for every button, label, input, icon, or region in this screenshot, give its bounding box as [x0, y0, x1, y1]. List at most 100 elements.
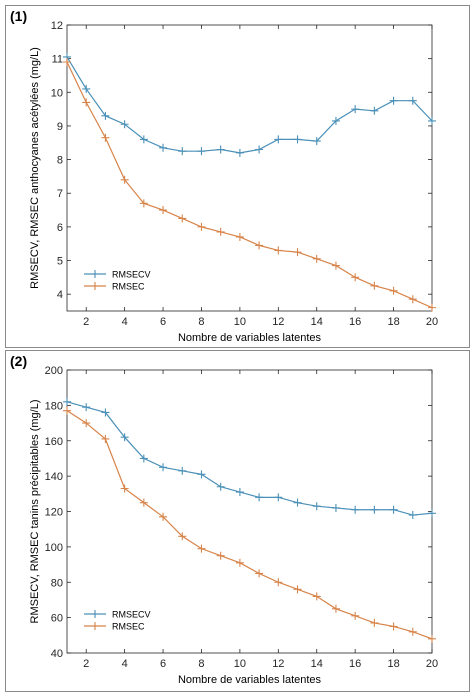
chart-1-x-tick-label: 4 [122, 316, 128, 328]
chart-2-x-tick-label: 16 [349, 658, 361, 670]
chart-1-y-tick-label: 9 [57, 121, 63, 133]
chart-1-rmsecv-marker [274, 135, 283, 144]
chart-1-x-tick-label: 12 [272, 316, 284, 328]
chart-1-rmsecv-marker [331, 116, 340, 125]
chart-1-rmsecv-marker [389, 96, 398, 105]
chart-2-y-tick-label: 40 [51, 648, 63, 660]
chart-1-rmsec-marker [216, 227, 225, 236]
chart-1-rmsecv-marker [408, 96, 417, 105]
chart-1-rmsec-marker [235, 232, 244, 241]
chart-1-rmsec-marker [331, 261, 340, 270]
chart-2-rmsec-marker [351, 611, 360, 620]
chart-2-y-tick-label: 140 [45, 471, 63, 483]
chart-1: 2 4 6 8 10 12 14 16 18 20 4 5 6 7 8 9 10 11 12 Nombre de va… [29, 20, 438, 344]
chart-1-y-tick-label: 11 [52, 54, 63, 66]
chart-1-rmsecv-marker [101, 111, 110, 120]
chart-2-rmsecv-marker [178, 466, 187, 475]
panel-label-2: (2) [10, 353, 28, 369]
chart-2-rmsec-marker [389, 622, 398, 631]
chart-1-rmsec-marker [82, 98, 91, 107]
chart-2-rmsecv-marker [159, 463, 168, 472]
chart-2-x-tick-label: 20 [426, 658, 438, 670]
chart-1-rmsec-marker [274, 246, 283, 255]
chart-1-legend-rmsec-marker [91, 282, 99, 290]
chart-1-rmsec-marker [101, 133, 110, 142]
chart-2-rmsecv-marker [255, 493, 264, 502]
chart-1-x-tick-label: 6 [160, 316, 166, 328]
chart-2-legend-rmsec-marker [91, 622, 99, 630]
chart-1-y-tick-label: 6 [57, 222, 63, 234]
chart-2-rmsecv-marker [370, 505, 379, 514]
chart-1-rmsec-marker [63, 58, 71, 67]
chart-1-x-tick-label: 18 [387, 316, 399, 328]
chart-1-plot-area [66, 24, 433, 312]
chart-2-rmsecv-marker [101, 408, 110, 417]
chart-2-rmsecv-marker [139, 454, 148, 463]
chart-1-rmsecv-marker [178, 147, 187, 156]
chart-1-rmsecv-marker [159, 143, 168, 152]
chart-2-x-tick-label: 10 [234, 658, 246, 670]
chart-2-rmsecv-marker [293, 498, 302, 507]
chart-2-rmsecv-marker [274, 493, 283, 502]
chart-2-rmsecv-marker [197, 470, 206, 479]
chart-2-y-tick-label: 200 [45, 365, 63, 377]
chart-2-x-axis-title: Nombre de variables latentes [178, 674, 322, 686]
chart-2-x-tick-label: 6 [160, 658, 166, 670]
chart-2-rmsecv-marker [63, 397, 71, 406]
chart-2-rmsec-marker [331, 604, 340, 613]
chart-2-legend-rmsec-label: RMSEC [112, 622, 145, 632]
chart-1-y-tick-label: 12 [51, 20, 63, 32]
chart-2-rmsecv-line [66, 401, 433, 516]
chart-1-rmsec-marker [312, 254, 321, 263]
chart-2-rmsec-marker [293, 585, 302, 594]
chart-1-rmsec-marker [351, 273, 360, 282]
chart-1-rmsec-marker [120, 175, 129, 184]
chart-2-rmsec-marker [274, 578, 283, 587]
chart-2-y-tick-label: 120 [45, 507, 63, 519]
chart-2-rmsecv-marker [216, 482, 225, 491]
chart-1-rmsecv-marker [312, 137, 321, 146]
panel-label-1: (1) [10, 8, 28, 24]
chart-2-y-tick-label: 60 [51, 613, 63, 625]
chart-1-frame [5, 5, 470, 348]
chart-2-rmsec-marker [82, 419, 91, 428]
chart-1-rmsec-marker [139, 199, 148, 208]
chart-1-rmsecv-marker [139, 135, 148, 144]
chart-1-x-tick-label: 2 [83, 316, 89, 328]
chart-2-rmsec-marker [235, 558, 244, 567]
chart-1-rmsec-line [66, 61, 433, 309]
chart-1-y-tick-label: 8 [57, 155, 63, 167]
chart-2-rmsecv-marker [408, 511, 417, 520]
chart-2-x-tick-label: 8 [198, 658, 204, 670]
chart-2-x-tick-label: 2 [83, 658, 89, 670]
chart-2-x-tick-label: 4 [122, 658, 128, 670]
chart-1-rmsec-marker [293, 248, 302, 257]
chart-2-rmsec-marker [428, 634, 436, 643]
chart-1-rmsecv-marker [428, 116, 436, 125]
chart-2-y-tick-label: 160 [45, 436, 63, 448]
chart-2: 2 4 6 8 10 12 14 16 18 20 40 60 80 100 120 140 160 180 200… [29, 365, 438, 686]
chart-2-y-tick-label: 100 [45, 542, 63, 554]
chart-1-rmsec-marker [389, 286, 398, 295]
chart-1-x-tick-label: 20 [426, 316, 438, 328]
chart-1-legend-rmsecv-marker [91, 270, 99, 278]
chart-1-x-axis-title: Nombre de variables latentes [178, 332, 322, 344]
chart-2-x-tick-label: 18 [387, 658, 399, 670]
chart-1-rmsec-marker [197, 222, 206, 231]
chart-1-rmsec-marker [159, 206, 168, 215]
chart-1-rmsec-marker [408, 295, 417, 304]
chart-1-y-tick-label: 5 [57, 256, 63, 268]
chart-2-y-axis-title: RMSECV, RMSEC tanins précipitables (mg/L… [29, 400, 41, 624]
chart-2-rmsec-marker [139, 498, 148, 507]
chart-2-rmsecv-marker [428, 509, 436, 518]
chart-2-frame [5, 350, 470, 692]
chart-2-rmsecv-marker [331, 503, 340, 512]
chart-2-legend-rmsecv-label: RMSECV [112, 610, 151, 620]
chart-1-legend-rmsecv-label: RMSECV [112, 270, 151, 280]
chart-1-rmsec-marker [255, 241, 264, 250]
chart-2-rmsec-marker [178, 532, 187, 541]
chart-2-rmsec-marker [120, 484, 129, 493]
chart-1-rmsec-marker [428, 303, 436, 312]
chart-2-y-tick-label: 180 [45, 400, 63, 412]
